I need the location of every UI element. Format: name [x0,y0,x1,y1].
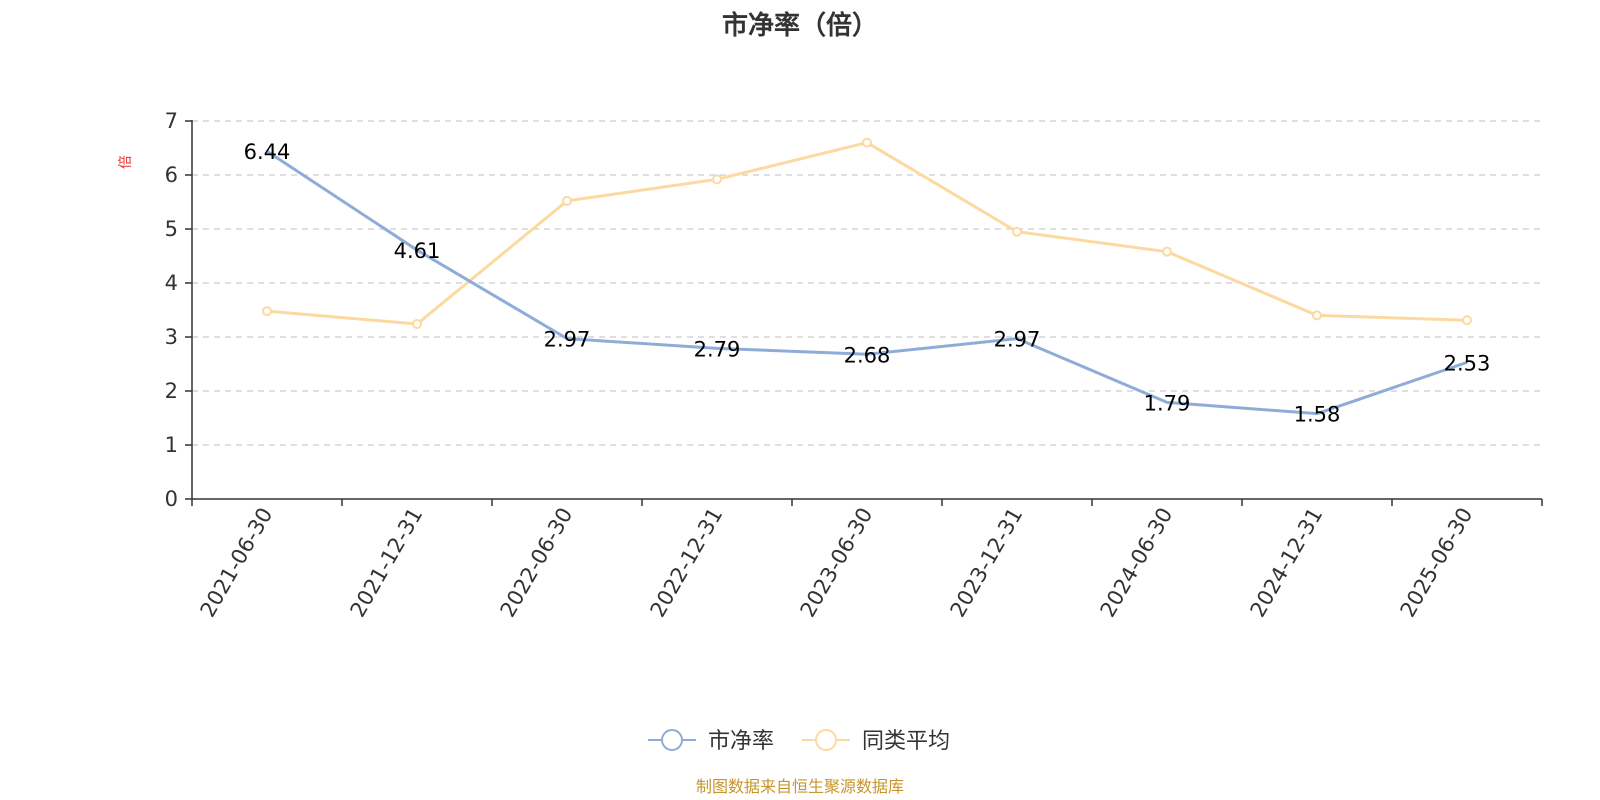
peer-average-point [1312,310,1322,321]
y-axis-unit-label: 倍 [118,155,134,169]
data-source-footer: 制图数据来自恒生聚源数据库 [696,777,904,796]
series-line-pb [266,149,1468,416]
y-tick-label: 6 [165,163,178,187]
data-label-pb: 2.79 [694,337,741,361]
x-tick-label: 2022-12-31 [646,504,728,622]
chart-title: 市净率（倍） [722,10,878,41]
series-line-peer-average [266,141,1468,326]
y-tick-label: 3 [165,325,178,349]
legend-item-peer-average[interactable]: 同类平均 [802,729,950,754]
data-label-pb: 1.58 [1294,403,1341,427]
x-tick-label: 2022-06-30 [496,504,578,622]
peer-average-point [862,137,872,148]
x-tick-label: 2021-12-31 [346,504,428,622]
data-label-pb: 4.61 [394,239,441,263]
y-tick-label: 7 [165,109,178,133]
x-tick-label: 2025-06-30 [1396,504,1478,622]
peer-average-point [712,174,722,185]
peer-average-point [1012,226,1022,237]
y-tick-label: 4 [165,271,178,295]
y-tick-label: 1 [165,433,178,457]
legend-peer-average-marker [815,729,837,751]
peer-average-point [1162,246,1172,257]
x-tick-label: 2024-06-30 [1096,504,1178,622]
data-label-pb: 2.53 [1444,351,1491,375]
legend-pb-marker [661,729,683,751]
data-labels: 6.44 4.61 2.97 2.79 2.68 2.97 1.79 1.58 2.53 [244,140,1491,426]
series-lines [262,137,1472,416]
legend-item-pb[interactable]: 市净率 [648,729,774,754]
data-label-pb: 2.97 [544,328,591,352]
x-tick-label: 2023-06-30 [796,504,878,622]
legend-pb-label: 市净率 [708,729,774,754]
y-tick-label: 0 [165,487,178,511]
legend[interactable]: 市净率 同类平均 [648,729,950,754]
x-tick-label: 2024-12-31 [1246,504,1328,622]
peer-average-point [562,195,572,206]
peer-average-point [262,306,272,317]
legend-peer-average-label: 同类平均 [862,729,950,754]
data-label-pb: 2.68 [844,343,891,367]
x-tick-label: 2021-06-30 [196,504,278,622]
y-tick-label: 5 [165,217,178,241]
gridlines [192,120,1542,446]
data-label-pb: 2.97 [994,328,1041,352]
y-tick-label: 2 [165,379,178,403]
x-tick-label: 2023-12-31 [946,504,1028,622]
data-label-pb: 6.44 [244,140,291,164]
peer-average-point [412,319,422,330]
data-label-pb: 1.79 [1144,391,1191,415]
peer-average-point [1462,315,1472,326]
